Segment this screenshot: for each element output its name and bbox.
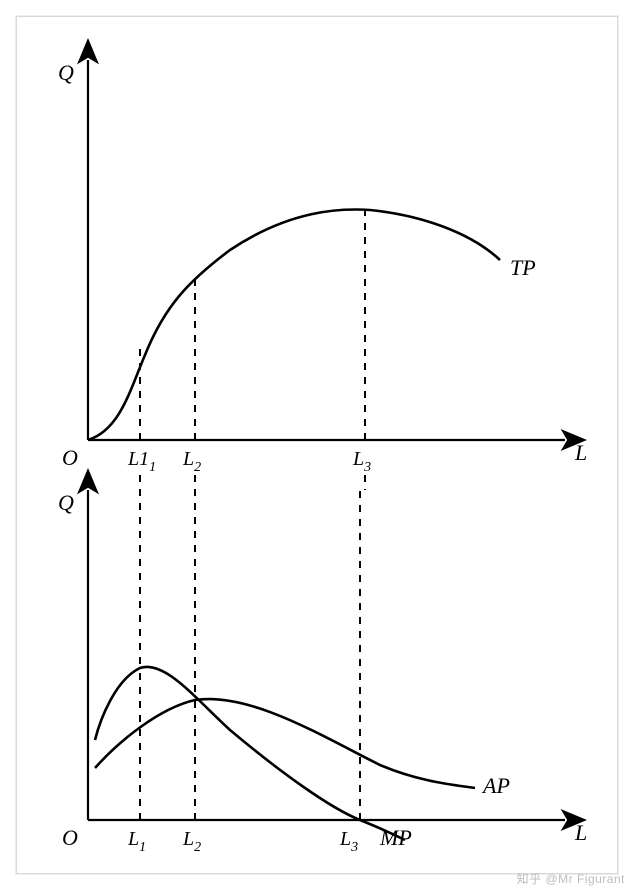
watermark-text: 知乎 @Mr Figurant [517,870,625,887]
bottom-tick-L3: L3 [339,828,358,855]
top-x-label: L [574,440,587,465]
ap-curve-label: AP [481,773,510,798]
top-y-label: Q [58,60,74,85]
tp-curve [88,209,500,440]
bottom-x-label: L [574,820,587,845]
tp-curve-label: TP [510,255,536,280]
top-tick-L2: L2 [182,448,201,475]
bottom-tick-L1: L1 [127,828,146,855]
top-origin-label: O [62,445,78,470]
bottom-chart: Q L O MP AP L1 L2 L3 [58,490,587,855]
mp-curve-label: MP [379,825,412,850]
top-tick-L3: L3 [352,448,371,475]
bottom-origin-label: O [62,825,78,850]
connector-dashes [140,475,365,700]
top-tick-L1: L11 [127,448,156,475]
diagram-svg: Q L O TP L11 L2 L3 Q L [0,0,637,893]
top-chart: Q L O TP L11 L2 L3 [58,60,587,475]
bottom-y-label: Q [58,490,74,515]
top-tick-L1-main: L1 [127,448,149,470]
bottom-tick-L2: L2 [182,828,201,855]
